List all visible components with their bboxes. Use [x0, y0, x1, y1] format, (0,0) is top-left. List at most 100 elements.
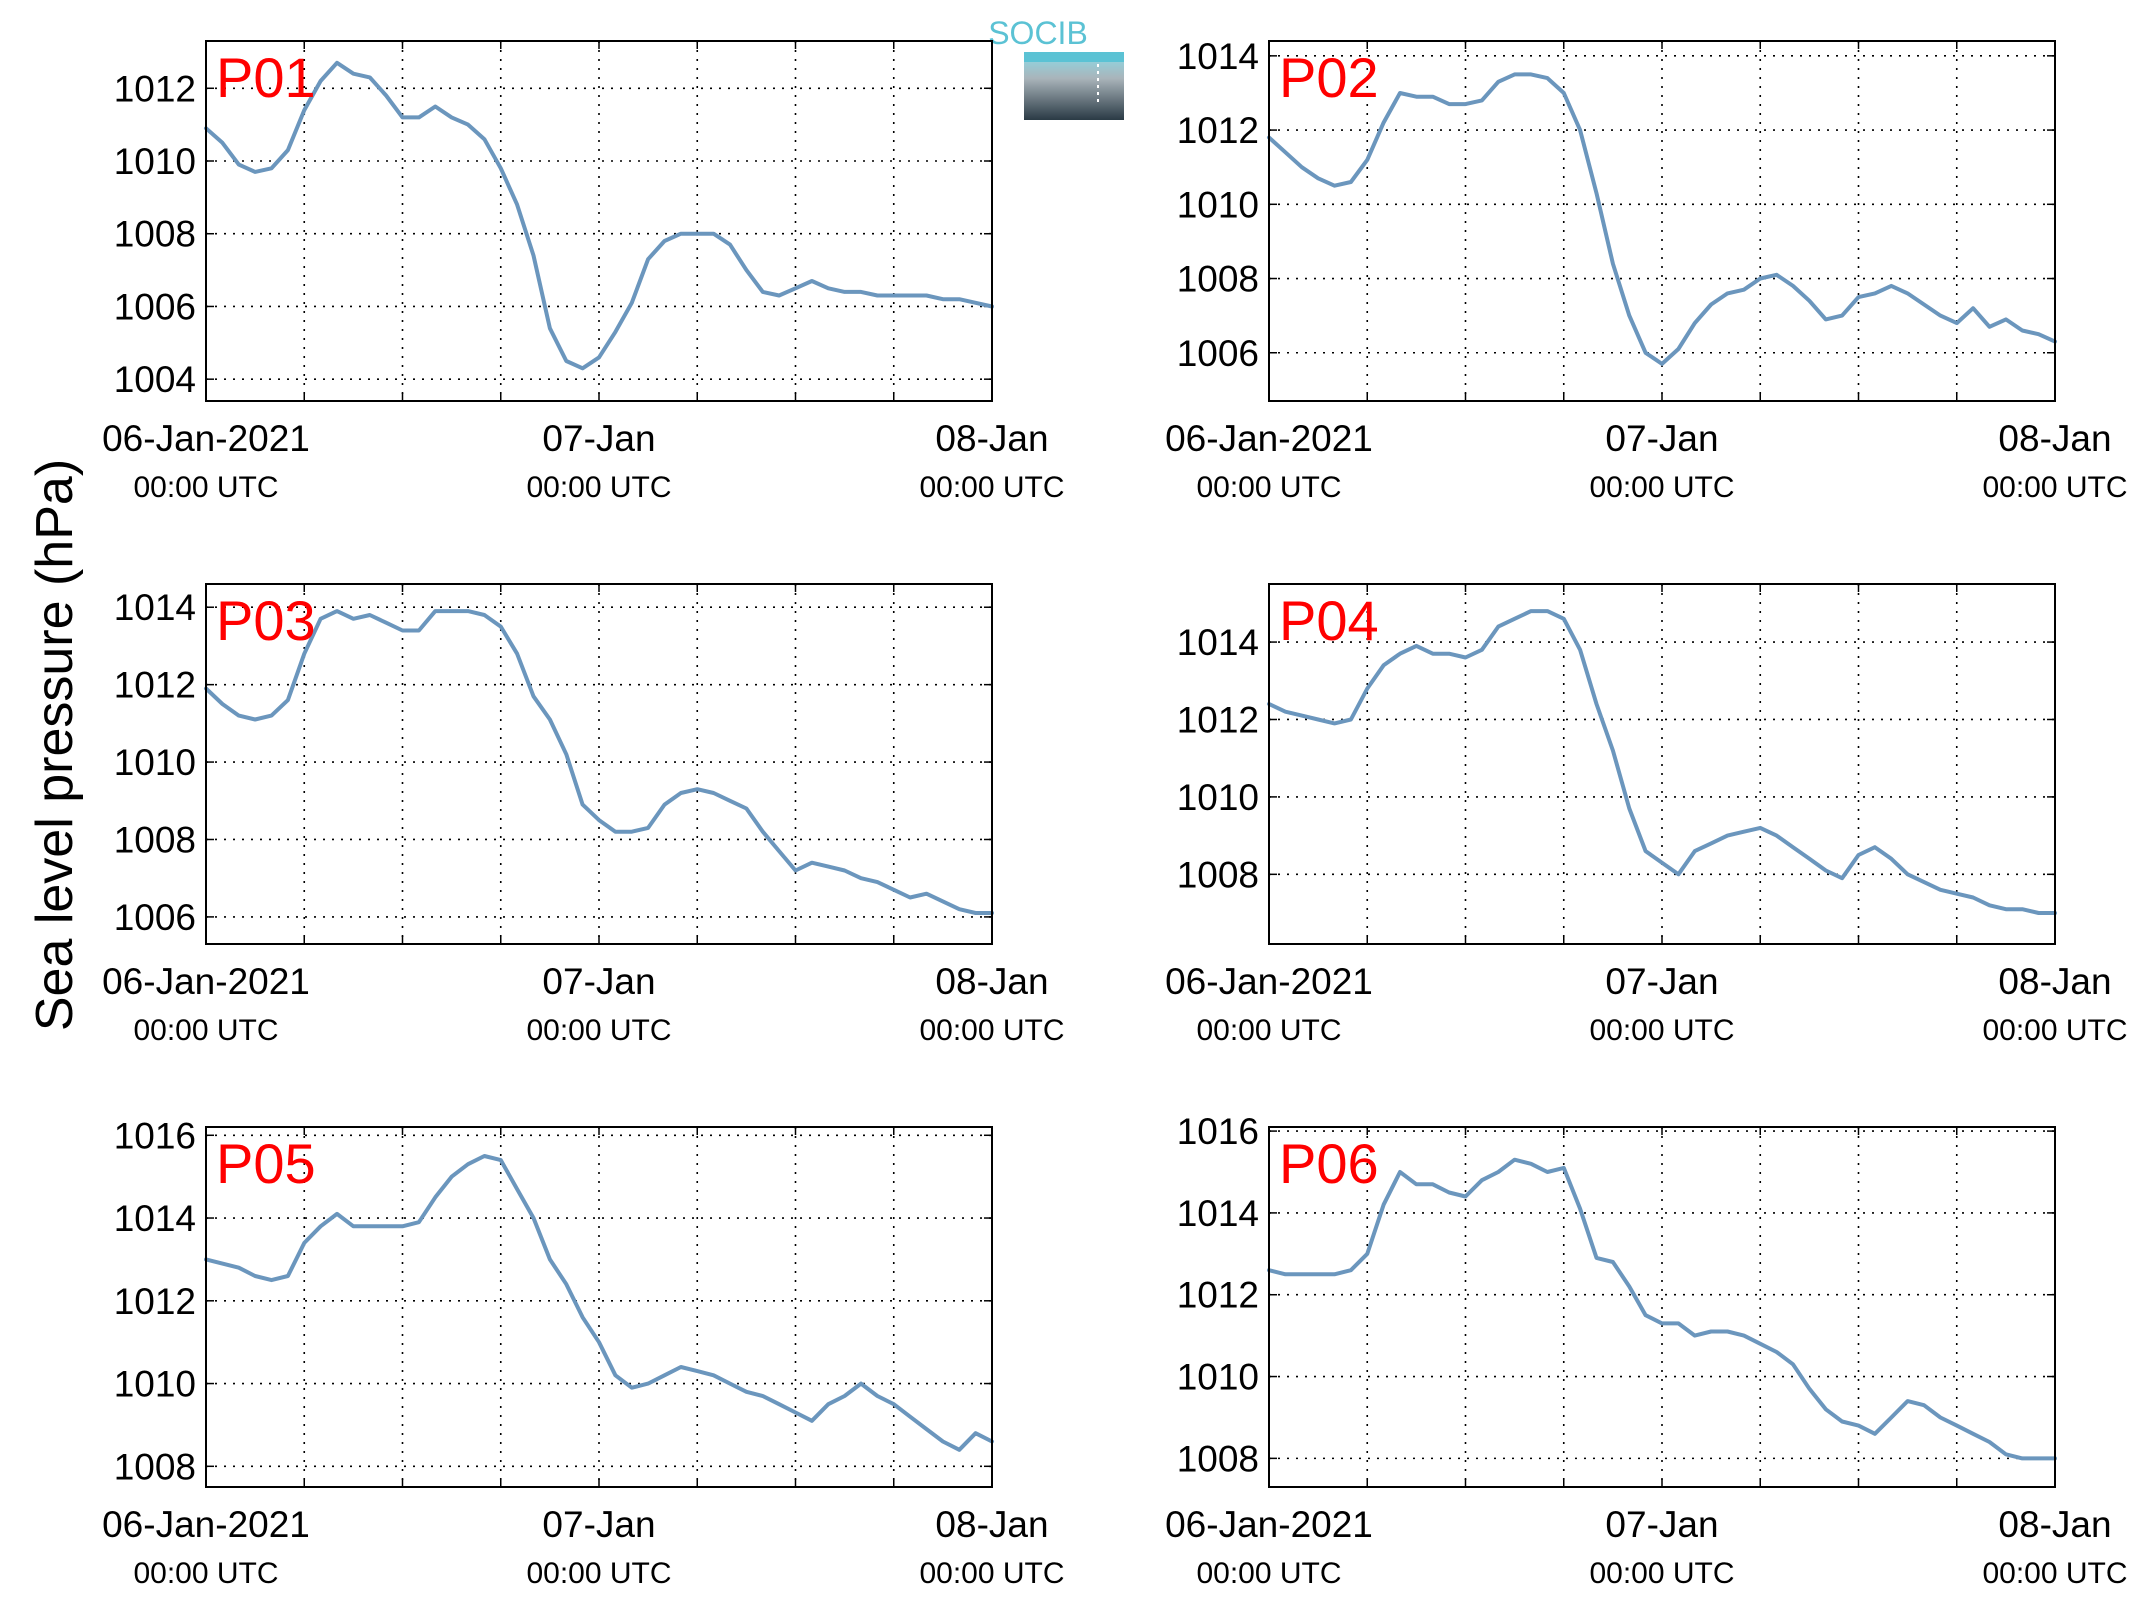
x-tick-date-label: 08-Jan	[935, 418, 1048, 459]
x-tick-date-label: 07-Jan	[1605, 418, 1718, 459]
chart-panel-p04: P04 1008 1010 1012 1014 06-Jan-2021 00:00 UTC 0…	[1165, 583, 2128, 1047]
y-tick-label: 1008	[114, 214, 196, 255]
pressure-series-line	[204, 60, 994, 371]
y-tick-label: 1012	[114, 68, 196, 109]
x-tick-time-label: 00:00 UTC	[1589, 471, 1734, 504]
socib-logo-text: SOCIB	[988, 15, 1088, 51]
x-tick-time-label: 00:00 UTC	[526, 1557, 671, 1590]
y-tick-label: 1008	[114, 1446, 196, 1487]
x-tick-date-label: 07-Jan	[1605, 1504, 1718, 1545]
y-tick-label: 1008	[1177, 854, 1259, 895]
x-tick-time-label: 00:00 UTC	[526, 471, 671, 504]
y-tick-label: 1010	[114, 1364, 196, 1405]
x-tick-date-label: 06-Jan-2021	[1165, 961, 1373, 1002]
x-tick-time-label: 00:00 UTC	[1982, 1557, 2127, 1590]
x-tick-time-label: 00:00 UTC	[1982, 471, 2127, 504]
tick-marks	[205, 41, 993, 401]
grid	[1269, 584, 2055, 944]
x-tick-time-label: 00:00 UTC	[1196, 1014, 1341, 1047]
chart-panel-p01: P01 1004 1006 1008 1010 1012 06-Jan-2021 00:00 …	[102, 40, 1065, 504]
y-tick-label: 1004	[114, 359, 196, 400]
grid	[1269, 1127, 2055, 1487]
y-tick-label: 1014	[1177, 36, 1259, 77]
grid	[206, 41, 992, 401]
x-tick-time-label: 00:00 UTC	[919, 1557, 1064, 1590]
y-tick-label: 1008	[1177, 1438, 1259, 1479]
x-tick-date-label: 08-Jan	[935, 961, 1048, 1002]
x-tick-date-label: 08-Jan	[1998, 961, 2111, 1002]
chart-panel-p02: P02 1006 1008 1010 1012 1014 06-Jan-2021 00:00 …	[1165, 36, 2127, 504]
grid	[1269, 41, 2055, 401]
y-tick-label: 1008	[114, 819, 196, 860]
y-tick-label: 1012	[114, 665, 196, 706]
pressure-series-line	[204, 1154, 994, 1452]
y-tick-label: 1008	[1177, 259, 1259, 300]
y-tick-label: 1010	[114, 141, 196, 182]
y-tick-label: 1010	[114, 742, 196, 783]
pressure-series-line	[1267, 72, 2057, 366]
y-tick-label: 1012	[1177, 1275, 1259, 1316]
pressure-series-line	[204, 609, 994, 915]
y-tick-label: 1014	[114, 1198, 196, 1239]
grid	[206, 1127, 992, 1487]
x-tick-time-label: 00:00 UTC	[133, 471, 278, 504]
x-tick-time-label: 00:00 UTC	[133, 1557, 278, 1590]
x-tick-date-label: 06-Jan-2021	[102, 1504, 310, 1545]
y-tick-label: 1006	[114, 897, 196, 938]
y-axis-label: Sea level pressure (hPa)	[26, 459, 84, 1031]
chart-panel-p05: P05 1008 1010 1012 1014 1016 06-Jan-2021 00:00 …	[102, 1115, 1064, 1590]
pressure-series-line	[1267, 609, 2057, 915]
x-tick-time-label: 00:00 UTC	[1589, 1014, 1734, 1047]
x-tick-date-label: 06-Jan-2021	[102, 961, 310, 1002]
y-tick-label: 1010	[1177, 184, 1259, 225]
axes-frame	[1268, 40, 2056, 402]
y-tick-label: 1006	[114, 286, 196, 327]
panel-label: P01	[216, 46, 316, 109]
panel-label: P03	[216, 589, 316, 652]
x-tick-date-label: 07-Jan	[542, 1504, 655, 1545]
panel-label: P05	[216, 1132, 316, 1195]
x-tick-time-label: 00:00 UTC	[919, 471, 1064, 504]
x-tick-date-label: 08-Jan	[1998, 1504, 2111, 1545]
y-tick-label: 1012	[1177, 110, 1259, 151]
x-tick-date-label: 08-Jan	[1998, 418, 2111, 459]
y-tick-label: 1016	[114, 1115, 196, 1156]
socib-logo: SOCIB	[988, 15, 1124, 120]
y-tick-label: 1012	[114, 1281, 196, 1322]
y-tick-label: 1010	[1177, 777, 1259, 818]
x-tick-date-label: 08-Jan	[935, 1504, 1048, 1545]
x-tick-date-label: 06-Jan-2021	[1165, 1504, 1373, 1545]
x-tick-date-label: 06-Jan-2021	[1165, 418, 1373, 459]
axes-frame	[1268, 1126, 2056, 1488]
y-tick-label: 1014	[1177, 1193, 1259, 1234]
x-tick-date-label: 07-Jan	[1605, 961, 1718, 1002]
x-tick-time-label: 00:00 UTC	[133, 1014, 278, 1047]
x-tick-time-label: 00:00 UTC	[1196, 471, 1341, 504]
y-tick-label: 1006	[1177, 333, 1259, 374]
x-tick-date-label: 06-Jan-2021	[102, 418, 310, 459]
x-tick-date-label: 07-Jan	[542, 418, 655, 459]
x-tick-time-label: 00:00 UTC	[1982, 1014, 2127, 1047]
y-tick-label: 1016	[1177, 1111, 1259, 1152]
panel-label: P02	[1279, 46, 1379, 109]
axes-frame	[205, 40, 993, 402]
x-tick-time-label: 00:00 UTC	[526, 1014, 671, 1047]
pressure-series-line	[1267, 1157, 2057, 1461]
chart-panel-p06: P06 1008 1010 1012 1014 1016 06-Jan-2021 00:00 …	[1165, 1111, 2127, 1590]
axes-frame	[205, 583, 993, 945]
panel-label: P06	[1279, 1132, 1379, 1195]
grid	[206, 584, 992, 944]
x-tick-date-label: 07-Jan	[542, 961, 655, 1002]
x-tick-time-label: 00:00 UTC	[1196, 1557, 1341, 1590]
y-tick-label: 1014	[1177, 622, 1259, 663]
x-tick-time-label: 00:00 UTC	[919, 1014, 1064, 1047]
chart-panel-p03: P03 1006 1008 1010 1012 1014 06-Jan-2021 00:00 …	[102, 583, 1065, 1047]
axes-frame	[1268, 583, 2056, 945]
y-tick-label: 1012	[1177, 699, 1259, 740]
y-tick-label: 1010	[1177, 1357, 1259, 1398]
panel-label: P04	[1279, 589, 1379, 652]
axes-frame	[205, 1126, 993, 1488]
y-tick-label: 1014	[114, 587, 196, 628]
x-tick-time-label: 00:00 UTC	[1589, 1557, 1734, 1590]
